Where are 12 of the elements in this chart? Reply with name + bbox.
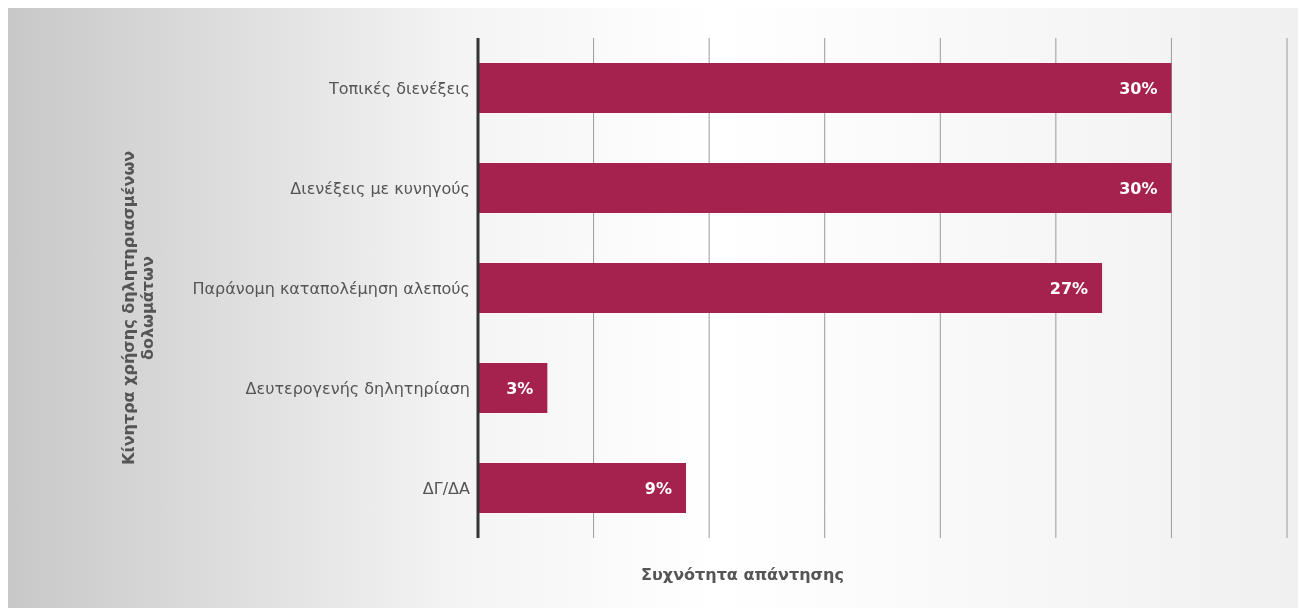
y-tick-label: Παράνομη καταπολέμηση αλεπούς (192, 278, 470, 298)
y-tick-label: Διενέξεις με κυνηγούς (290, 178, 470, 198)
data-label: 27% (1049, 278, 1089, 298)
y-axis-title: Κίνητρα χρήσης δηλητηριασμένων δολωμάτων (119, 149, 157, 468)
data-label: 9% (644, 478, 673, 498)
data-label: 30% (1119, 78, 1158, 98)
x-axis-title: Συχνότητα απάντησης (641, 565, 844, 584)
data-label: 3% (506, 378, 534, 398)
y-tick-label: Δευτερογενής δηλητηρίαση (245, 378, 470, 398)
data-label: 30% (1119, 178, 1158, 198)
y-tick-label: Τοπικές διενέξεις (328, 78, 470, 98)
y-tick-label: ΔΓ/ΔΑ (422, 478, 471, 498)
